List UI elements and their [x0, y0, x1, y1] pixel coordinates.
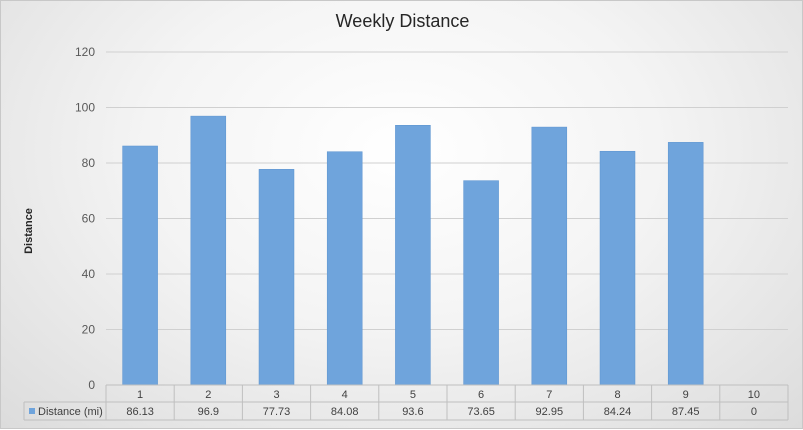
y-tick-label: 40 [82, 267, 96, 281]
bar [122, 145, 158, 386]
x-category-label: 3 [273, 389, 279, 401]
x-category-label: 1 [137, 389, 143, 401]
data-table-value: 0 [751, 406, 757, 418]
series-name: Distance (mi) [38, 406, 103, 418]
y-tick-label: 0 [88, 378, 95, 392]
data-table-value: 93.6 [402, 406, 423, 418]
x-category-label: 10 [748, 389, 760, 401]
y-tick-label: 20 [82, 323, 96, 337]
data-table-value: 92.95 [536, 406, 564, 418]
bar [190, 115, 227, 386]
x-category-label: 9 [683, 389, 689, 401]
bar [531, 126, 568, 386]
data-table-value: 96.9 [198, 406, 219, 418]
chart-title: Weekly Distance [335, 11, 470, 31]
bar [667, 142, 704, 386]
data-table-value: 73.65 [467, 406, 495, 418]
bar [463, 180, 499, 386]
data-table-value: 86.13 [126, 406, 154, 418]
legend-key [29, 408, 35, 414]
data-table-value: 87.45 [672, 406, 700, 418]
x-category-label: 2 [205, 389, 211, 401]
y-tick-label: 120 [75, 45, 95, 59]
data-table-value: 84.24 [604, 406, 632, 418]
y-tick-label: 100 [75, 101, 95, 115]
x-category-label: 8 [614, 389, 620, 401]
data-table-value: 84.08 [331, 406, 359, 418]
x-category-label: 7 [546, 389, 552, 401]
bar [395, 125, 431, 386]
bar [599, 150, 636, 386]
y-tick-label: 60 [82, 212, 96, 226]
bar [326, 151, 363, 386]
x-category-label: 6 [478, 389, 484, 401]
data-table-value: 77.73 [263, 406, 291, 418]
x-category-label: 4 [342, 389, 348, 401]
bar [258, 169, 295, 386]
x-category-label: 5 [410, 389, 416, 401]
y-tick-label: 80 [82, 156, 96, 170]
